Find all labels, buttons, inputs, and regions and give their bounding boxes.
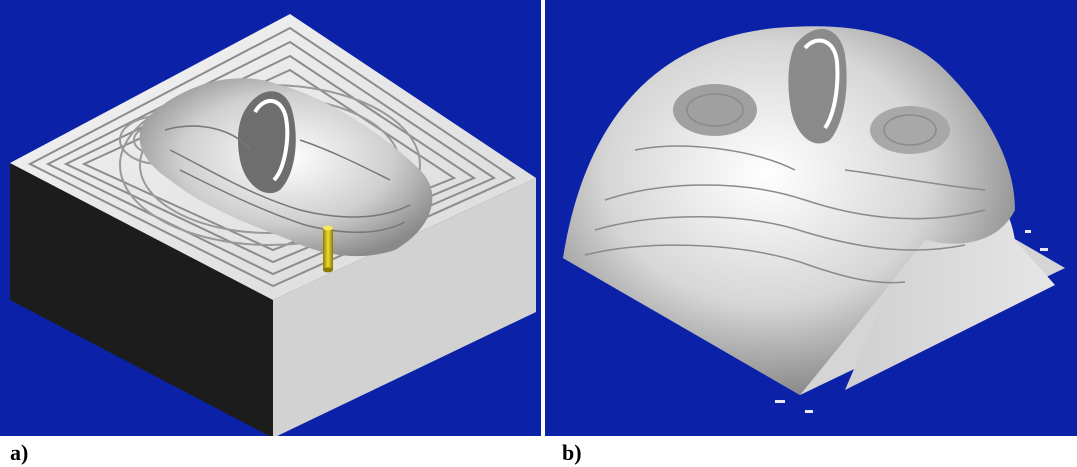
panel-b-label: b) — [562, 440, 582, 465]
panel-a-render — [0, 0, 541, 436]
block-left-side — [10, 163, 273, 436]
block-right-side — [273, 178, 536, 436]
block-render-image — [10, 14, 536, 436]
tool-shank — [323, 228, 333, 270]
face-render-image — [563, 26, 1065, 413]
cross-section-side — [845, 190, 1055, 390]
panel-a-label: a) — [10, 440, 29, 465]
panel-b-render — [545, 0, 1077, 436]
